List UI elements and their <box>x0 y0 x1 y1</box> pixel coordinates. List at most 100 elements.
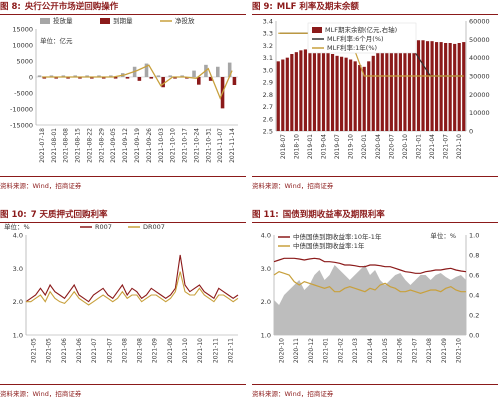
balance-bar <box>308 48 312 131</box>
balance-bar <box>294 52 298 131</box>
x-tick-label: 2021-10 <box>456 134 463 159</box>
panel-mlf: 图 9: MLF 利率及期末余额 3.4 3.3 3.2 3.1 3.0 2.9 2.8 2.7… <box>252 0 498 196</box>
x-tick-label: 2021-09-12 <box>122 128 129 163</box>
balance-bar <box>421 40 425 131</box>
x-tick-label: 2021-09 <box>441 338 448 363</box>
balance-bar <box>299 50 303 132</box>
maturity-bar <box>161 77 165 88</box>
x-tick-label: 2021-07 <box>443 134 450 159</box>
y-tick-label: 40000 <box>469 54 490 62</box>
maturity-bar <box>197 77 201 85</box>
yield-spread-line <box>273 257 467 274</box>
legend-label: MLF期末余额(亿元,右轴) <box>325 25 397 34</box>
balance-bar <box>403 37 407 131</box>
balance-bar <box>353 61 357 132</box>
x-tick-label: 2021-08-15 <box>75 128 82 163</box>
chart-title: 图 10: 7 天质押式回购利率 <box>0 208 246 223</box>
net-injection-line <box>41 64 233 100</box>
x-tick-label: 2021-07-18 <box>39 128 46 163</box>
x-tick-label: 2021-08 <box>121 338 128 363</box>
y-tick-label: 1.0 <box>13 332 23 340</box>
y-tick-label: 10000 <box>469 109 490 117</box>
balance-bar <box>330 54 335 131</box>
x-tick-label: 2021-06 <box>61 338 68 363</box>
x-tick-label: 2021-09-05 <box>110 128 117 163</box>
balance-bar <box>303 49 307 131</box>
x-tick-label: 2021-10 <box>456 338 463 363</box>
supply-bar <box>227 62 232 77</box>
maturity-bar <box>113 77 118 79</box>
y-tick-label: 3.0 <box>261 265 271 273</box>
x-tick-label: 2019-07 <box>334 134 341 159</box>
unit-label: 单位：% <box>4 223 30 231</box>
legend-swatch <box>100 18 110 24</box>
balance-bar <box>285 57 289 131</box>
balance-bar <box>290 54 294 131</box>
y-tick-label: 60000 <box>469 18 490 26</box>
panel-repo-rate: 图 10: 7 天质押式回购利率 4.0 3.0 2.0 1.0 2021-05 2021-… <box>0 208 246 404</box>
balance-bar <box>394 36 398 131</box>
figure-number: 图 9: <box>252 2 273 12</box>
x-tick-label: 2021-10 <box>182 338 189 363</box>
x-tick-label: 2019-01 <box>307 134 314 159</box>
figure-title: MLF 利率及期末余额 <box>276 2 359 12</box>
supply-bar <box>73 75 77 77</box>
y-tick-label: 2.5 <box>263 128 273 136</box>
y-tick-label: 3.4 <box>263 18 273 26</box>
supply-bar <box>85 75 89 77</box>
y-tick-label: 0.8 <box>469 252 479 260</box>
x-tick-label: 2021-01 <box>416 134 423 159</box>
y-tick-label: 0 <box>29 74 33 82</box>
x-tick-label: 2020-11 <box>293 338 300 363</box>
reverse-repo-chart: 15000 10000 5000 0 -5000 -10000 -15000 2021-07-… <box>10 16 238 163</box>
y-tick-label: 10000 <box>12 42 33 50</box>
x-tick-label: 2021-08-29 <box>98 128 105 163</box>
x-tick-label: 2021-10-24 <box>193 128 200 163</box>
chart-title: 图 8: 央行公开市场逆回购操作 <box>0 0 246 15</box>
legend-label: MLF利率:6个月(%) <box>327 34 384 43</box>
x-tick-label: 2021-08 <box>137 338 144 363</box>
supply-bar <box>192 70 196 77</box>
x-tick-label: 2021-11 <box>212 338 219 363</box>
legend-label: DR007 <box>143 223 165 231</box>
balance-bar <box>412 39 416 131</box>
x-tick-label: 2018-10 <box>293 134 300 159</box>
y-tick-label: 0.4 <box>469 292 479 300</box>
balance-bar <box>367 61 371 132</box>
y-tick-label: 0.2 <box>469 312 479 320</box>
unit-label: 单位：亿元 <box>40 36 73 45</box>
x-tick-label: 2021-06 <box>76 338 83 363</box>
maturity-bar <box>78 77 82 79</box>
x-tick-label: 2021-04 <box>367 338 374 363</box>
x-tick-label: 2021-05 <box>382 338 389 363</box>
y-tick-label: 3.0 <box>13 265 23 273</box>
y-tick-label: 0 <box>469 128 473 136</box>
balance-bar <box>430 41 434 131</box>
source-note: 资料来源：Wind，招商证券 <box>252 176 498 190</box>
maturity-bar <box>42 77 47 79</box>
maturity-bar <box>125 77 130 79</box>
yield-1y-line <box>273 271 466 294</box>
balance-bar <box>276 61 280 132</box>
unit-label: 单位：% <box>430 231 456 240</box>
x-tick-label: 2020-10 <box>278 338 285 363</box>
x-tick-label: 2021-05 <box>31 338 38 363</box>
balance-bar <box>312 48 317 131</box>
mlf-chart: 3.4 3.3 3.2 3.1 3.0 2.9 2.8 2.7 2.6 2.5 60000 50000… <box>263 18 490 160</box>
balance-bar <box>349 59 353 131</box>
y-tick-label: 4.0 <box>261 232 271 240</box>
maturity-bar <box>208 77 213 81</box>
y-tick-label: 1.0 <box>469 232 479 240</box>
y-tick-label: 30000 <box>469 73 490 81</box>
supply-bar <box>168 75 173 77</box>
source-note: 资料来源：Wind，招商证券 <box>0 176 246 190</box>
x-tick-label: 2019-04 <box>321 134 328 159</box>
y-tick-label: 2.8 <box>263 91 273 99</box>
x-tick-label: 2021-08-08 <box>63 128 70 163</box>
balance-bar <box>340 56 344 131</box>
balance-bar <box>317 47 321 132</box>
y-tick-label: -15000 <box>10 122 33 130</box>
figure-number: 图 11: <box>252 210 279 220</box>
treasury-yield-chart: 4.0 3.0 2.0 1.0 1.0 0.8 0.6 0.4 0.2 0.0 2020-10 202… <box>261 231 480 363</box>
balance-bar <box>444 43 448 131</box>
